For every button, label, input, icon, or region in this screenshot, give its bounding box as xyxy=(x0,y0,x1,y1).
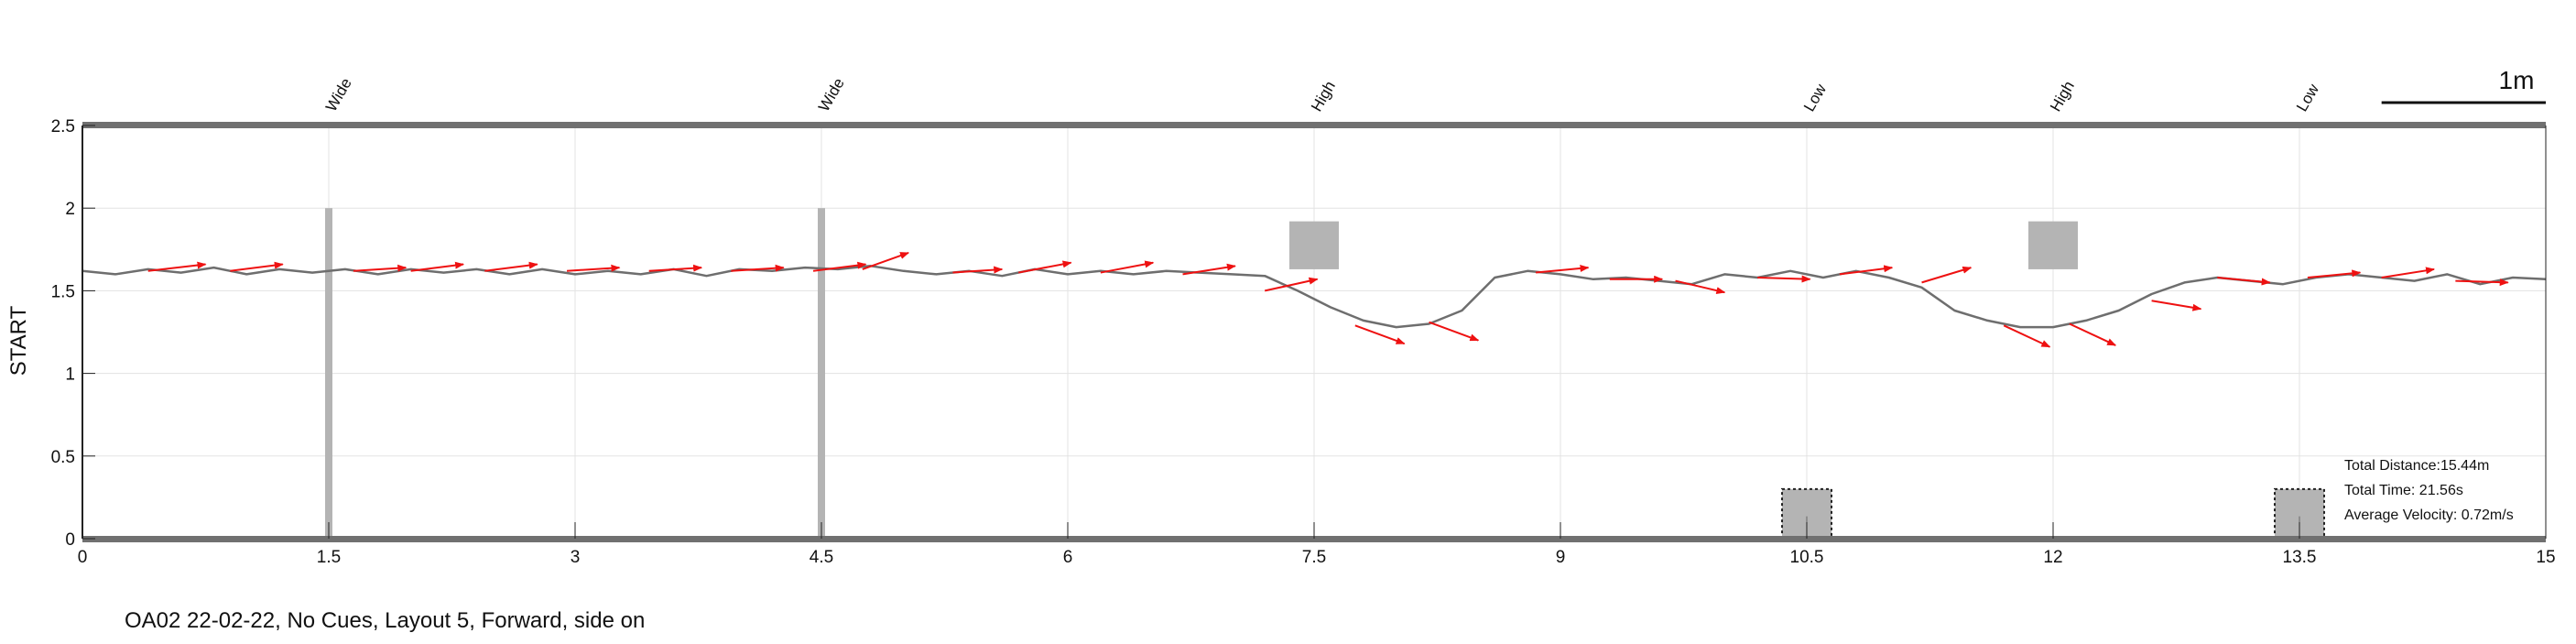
obstacle-high xyxy=(1289,221,1339,269)
y-tick-label: 2 xyxy=(65,200,75,219)
obstacle-pole xyxy=(818,208,825,539)
y-tick-label: 0 xyxy=(65,530,75,550)
obstacle-label: Wide xyxy=(322,75,355,115)
x-tick-label: 3 xyxy=(571,548,581,567)
stats-panel: Total Distance:15.44m Total Time: 21.56s… xyxy=(2344,458,2514,523)
obstacle-label: High xyxy=(1308,78,1339,115)
obstacle-low xyxy=(2274,487,2325,540)
direction-arrow xyxy=(2307,269,2362,278)
plot-frame xyxy=(82,122,2547,542)
x-tick-label: 15 xyxy=(2536,548,2555,567)
y-tick-label: 1 xyxy=(65,366,75,385)
y-axis-label: START xyxy=(6,305,31,376)
direction-arrow xyxy=(862,251,909,270)
x-tick-label: 7.5 xyxy=(1302,548,1326,567)
direction-arrow xyxy=(648,264,703,272)
x-tick-label: 6 xyxy=(1063,548,1073,567)
direction-arrow xyxy=(2003,324,2051,348)
direction-arrow xyxy=(147,261,207,272)
direction-arrow xyxy=(2069,322,2117,346)
direction-arrows xyxy=(147,251,2509,348)
y-tick-label: 2.5 xyxy=(51,117,75,136)
obstacle-label: High xyxy=(2047,78,2078,115)
direction-arrow xyxy=(1354,324,1406,345)
y-tick-label: 1.5 xyxy=(51,282,75,301)
obstacle-label: Wide xyxy=(815,75,848,115)
x-tick-label: 0 xyxy=(78,548,88,567)
obstacle-label: Low xyxy=(2293,81,2322,115)
direction-arrow xyxy=(1018,260,1072,274)
obstacle-pole xyxy=(325,208,332,539)
average-velocity: Average Velocity: 0.72m/s xyxy=(2344,508,2514,523)
direction-arrow xyxy=(1536,265,1590,274)
scale-bar-label: 1m xyxy=(2499,66,2535,94)
y-tick-label: 0.5 xyxy=(51,448,75,467)
obstacle-label: Low xyxy=(1800,81,1830,115)
trajectory xyxy=(82,265,2547,329)
direction-arrow xyxy=(731,264,785,272)
x-tick-label: 12 xyxy=(2043,548,2062,567)
scale-bar: 1m xyxy=(2381,66,2546,104)
direction-arrow xyxy=(2151,300,2202,311)
total-time: Total Time: 21.56s xyxy=(2344,483,2463,498)
direction-arrow xyxy=(1921,266,1973,284)
x-tick-label: 10.5 xyxy=(1790,548,1824,567)
direction-arrow xyxy=(1264,277,1319,292)
frame-bottom xyxy=(82,536,2546,542)
direction-arrow xyxy=(812,261,867,272)
obstacle-high xyxy=(2028,221,2078,269)
direction-arrow xyxy=(2217,276,2271,286)
axes: 0 1.5 3 4.5 6 7.5 9 10.5 12 13.5 15 0 0.5 1 1.5 2 2.5 Wid… xyxy=(51,75,2556,567)
x-tick-label: 4.5 xyxy=(810,548,833,567)
direction-arrow xyxy=(1839,265,1894,276)
frame-top xyxy=(82,122,2546,128)
direction-arrow xyxy=(2381,267,2436,278)
trajectory-path xyxy=(82,265,2547,329)
x-tick-label: 9 xyxy=(1556,548,1566,567)
figure-caption: OA02 22-02-22, No Cues, Layout 5, Forwar… xyxy=(125,608,646,633)
direction-arrow xyxy=(1757,275,1811,283)
x-tick-label: 13.5 xyxy=(2283,548,2317,567)
obstacles xyxy=(325,208,2325,540)
direction-arrow xyxy=(952,266,1004,274)
direction-arrow xyxy=(2455,278,2509,287)
direction-arrow xyxy=(1429,321,1480,342)
direction-arrow xyxy=(230,261,284,272)
grid xyxy=(82,125,2547,540)
direction-arrow xyxy=(410,261,465,272)
x-tick-label: 1.5 xyxy=(317,548,341,567)
direction-arrow xyxy=(353,264,408,272)
total-distance: Total Distance:15.44m xyxy=(2344,458,2489,474)
direction-arrow xyxy=(1182,263,1236,276)
direction-arrow xyxy=(484,261,538,272)
direction-arrow xyxy=(566,264,621,272)
direction-arrow xyxy=(1100,260,1155,274)
direction-arrow xyxy=(1675,279,1726,295)
